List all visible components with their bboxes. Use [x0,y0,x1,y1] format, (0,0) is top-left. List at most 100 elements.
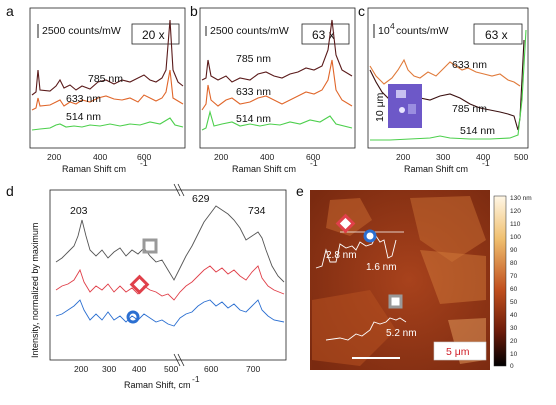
magnification-box [301,23,350,45]
colorbar-tick: 10 [510,351,518,358]
x-axis-label-sup: -1 [192,374,200,384]
gray-square-marker [388,294,403,309]
colorbar-tick: 100 [510,234,521,241]
spectrum-785nm [31,19,184,96]
tick-label: 300 [436,152,450,162]
tick-label: 600 [306,152,320,162]
colorbar [493,195,507,367]
colorbar-ticks: 130 nm 120 110 100 90 80 70 60 50 40 30 … [510,195,532,370]
spectrum-514nm [31,117,184,131]
step-height-label: 5.2 nm [386,328,417,339]
panel-letter: e [296,183,304,199]
x-axis-label: Raman Shift cm [232,164,296,174]
tick-label: 200 [74,364,88,374]
intensity-scale-suffix: counts/mW [396,25,449,37]
panel-d: d Intensity, normalized by maximum 203 6… [6,183,287,390]
colorbar-tick: 130 nm [510,195,532,202]
spectrum-785nm [201,19,353,83]
red-diamond-marker [335,213,356,234]
inset-flake [408,104,416,114]
afm-flake [420,250,486,304]
tick-label: 200 [396,152,410,162]
colorbar-tick: 60 [510,286,518,293]
tick-label: 400 [476,152,490,162]
plot-frame [367,7,529,149]
blue-circle-marker [363,229,377,243]
magnification-box [131,23,180,45]
tick-label: 500 [514,152,528,162]
intensity-scale-label: 10 [378,25,390,37]
plot-frame [49,189,287,361]
inset-scale-label: 10 μm [374,92,386,122]
spectrum-514nm [370,29,527,141]
step-height-label: 1.6 nm [366,262,397,273]
scale-box [433,341,487,361]
tick-label: 500 [164,364,178,374]
colorbar-tick: 120 [510,208,521,215]
afm-flake [410,196,486,262]
x-axis-label-sup: -1 [482,158,490,168]
axis-break [173,183,181,197]
curve-label: 633 nm [66,93,101,105]
panel-letter: b [190,3,198,19]
curve-label: 785 nm [88,73,123,85]
panel-c: c 10 4 counts/mW 63 x 633 nm 785 nm 514 … [358,3,528,174]
spectrum-blue [55,299,285,327]
x-axis-label-sup: -1 [140,158,148,168]
x-axis-label-sup: -1 [310,158,318,168]
spectrum-633nm [201,59,353,111]
x-axis-label: Raman Shift, cm [124,380,191,390]
panel-letter: a [6,3,14,19]
panel-letter: c [358,3,365,19]
colorbar-tick: 80 [510,260,518,267]
red-diamond-marker [129,274,150,295]
tick-label: 600 [137,152,151,162]
colorbar-tick: 70 [510,273,518,280]
panel-a: a 2500 counts/mW 20 x 785 nm 633 nm 514 … [6,3,186,174]
tick-label: 600 [204,364,218,374]
peak-label: 203 [70,205,88,217]
curve-label: 514 nm [236,113,271,125]
x-axis-label: Raman Shift cm [404,164,468,174]
colorbar-tick: 40 [510,312,518,319]
colorbar-tick: 110 [510,221,521,228]
spectrum-red [55,265,285,301]
magnification-label: 63 x [312,28,335,42]
y-axis-label: Intensity, normalized by maximum [30,223,40,358]
tick-label: 300 [102,364,116,374]
peak-label: 734 [248,205,266,217]
curve-label: 514 nm [66,111,101,123]
colorbar-tick: 0 [510,363,514,370]
magnification-box [473,23,523,45]
tick-label: 700 [246,364,260,374]
scale-bar-label: 5 μm [446,346,470,358]
height-profile [325,317,407,341]
panel-b: b 2500 counts/mW 63 x 785 nm 633 nm 514 … [190,3,356,174]
curve-label: 633 nm [452,59,487,71]
colorbar-tick: 20 [510,338,518,345]
colorbar-tick: 30 [510,325,518,332]
blue-circle-marker [126,310,140,324]
x-axis-label: Raman Shift cm [62,164,126,174]
gray-square-marker [142,238,158,254]
spectrum-633nm [31,69,184,111]
panel-e: e 2.8 nm 1.6 nm 5.2 nm 5 μm 130 nm 120 1… [296,183,532,370]
tick-label: 200 [214,152,228,162]
plot-frame [29,7,186,149]
intensity-scale-label: 2500 counts/mW [210,25,289,37]
intensity-scale-sup: 4 [390,21,395,31]
spectrum-514nm [201,109,353,131]
magnification-label: 20 x [142,28,165,42]
inset-spot [399,107,405,113]
tick-label: 400 [132,364,146,374]
optical-inset: 10 μm [374,84,422,128]
peak-label: 629 [192,193,210,205]
step-height-label: 2.8 nm [326,250,357,261]
intensity-scale-label: 2500 counts/mW [42,25,121,37]
curve-label: 633 nm [236,86,271,98]
axis-break [177,353,185,367]
magnification-label: 63 x [485,28,508,42]
curve-label: 785 nm [236,53,271,65]
